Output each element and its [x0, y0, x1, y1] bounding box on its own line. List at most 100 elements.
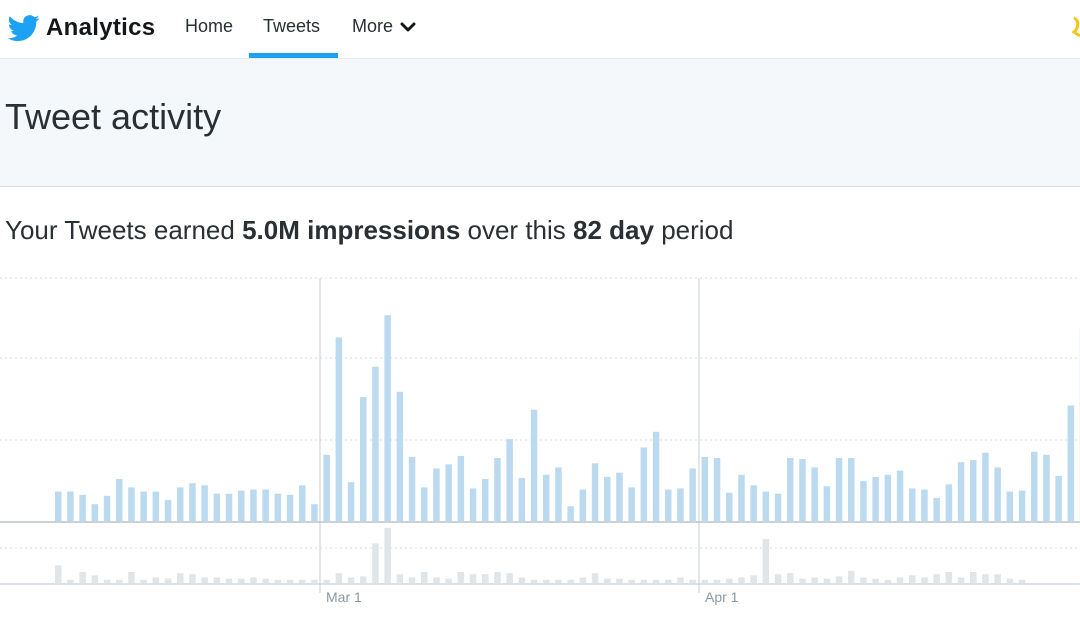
engagements-bar[interactable]	[1018, 579, 1026, 583]
engagements-bar[interactable]	[311, 579, 318, 583]
engagements-bar[interactable]	[128, 572, 135, 583]
impressions-bar[interactable]	[347, 482, 355, 522]
engagements-bar[interactable]	[55, 565, 62, 583]
impressions-bar[interactable]	[665, 489, 672, 522]
engagements-bar[interactable]	[762, 539, 770, 583]
account-icon[interactable]	[1070, 16, 1080, 38]
impressions-bar[interactable]	[116, 479, 123, 521]
engagements-bar[interactable]	[872, 578, 879, 583]
impressions-bar[interactable]	[384, 315, 391, 521]
engagements-bar[interactable]	[640, 579, 648, 583]
impressions-bar[interactable]	[652, 431, 660, 522]
engagements-bar[interactable]	[384, 528, 391, 583]
engagements-bar[interactable]	[860, 577, 867, 584]
engagements-bar[interactable]	[811, 577, 818, 584]
impressions-bar[interactable]	[701, 456, 709, 521]
engagements-bar[interactable]	[689, 579, 696, 583]
brand[interactable]: Analytics	[8, 12, 155, 44]
engagements-bar[interactable]	[848, 570, 855, 583]
engagements-bar[interactable]	[665, 579, 672, 583]
engagements-bar[interactable]	[299, 579, 306, 583]
impressions-bar[interactable]	[445, 464, 452, 521]
impressions-bar[interactable]	[238, 490, 245, 522]
engagements-bar[interactable]	[506, 573, 513, 583]
engagements-bar[interactable]	[177, 573, 184, 583]
engagements-bar[interactable]	[616, 578, 623, 583]
engagements-bar[interactable]	[787, 573, 794, 583]
impressions-bar[interactable]	[762, 491, 770, 521]
impressions-bar[interactable]	[1055, 475, 1062, 521]
impressions-bar[interactable]	[689, 468, 696, 522]
engagements-bar[interactable]	[225, 578, 233, 583]
engagements-bar[interactable]	[103, 579, 111, 583]
impressions-bar[interactable]	[957, 462, 965, 521]
engagements-bar[interactable]	[652, 579, 660, 583]
engagements-bar[interactable]	[201, 577, 208, 584]
engagements-bar[interactable]	[555, 579, 562, 583]
impressions-bar[interactable]	[787, 458, 794, 521]
impressions-bar[interactable]	[1067, 405, 1075, 522]
nav-item-more[interactable]: More	[352, 16, 416, 37]
impressions-bar[interactable]	[250, 489, 257, 522]
engagements-bar[interactable]	[982, 574, 989, 583]
engagements-bar[interactable]	[347, 577, 355, 584]
impressions-bar[interactable]	[323, 454, 330, 521]
impressions-bar[interactable]	[835, 458, 843, 521]
engagements-bar[interactable]	[591, 573, 599, 583]
impressions-bar[interactable]	[164, 500, 172, 521]
impressions-bar[interactable]	[360, 397, 367, 521]
impressions-bar[interactable]	[421, 487, 428, 521]
engagements-bar[interactable]	[726, 578, 733, 583]
engagements-bar[interactable]	[933, 574, 940, 583]
impressions-bar[interactable]	[494, 458, 501, 521]
impressions-bar[interactable]	[1043, 454, 1050, 521]
engagements-bar[interactable]	[457, 572, 465, 583]
engagements-bar[interactable]	[677, 577, 684, 584]
impressions-bar[interactable]	[823, 486, 831, 521]
engagements-bar[interactable]	[604, 578, 611, 583]
impressions-bar[interactable]	[262, 489, 269, 522]
engagements-bar[interactable]	[164, 578, 172, 583]
impressions-bar[interactable]	[91, 504, 99, 521]
impressions-bar[interactable]	[909, 488, 916, 521]
impressions-bar[interactable]	[872, 476, 879, 521]
impressions-bar[interactable]	[567, 506, 574, 521]
impressions-bar[interactable]	[506, 439, 513, 521]
engagements-bar[interactable]	[799, 578, 806, 583]
impressions-bar[interactable]	[933, 497, 940, 521]
engagements-bar[interactable]	[713, 579, 721, 583]
impressions-bar[interactable]	[225, 493, 233, 521]
engagements-bar[interactable]	[567, 579, 574, 583]
impressions-bar[interactable]	[152, 491, 160, 521]
impressions-bar[interactable]	[189, 483, 196, 521]
impressions-bar[interactable]	[299, 485, 306, 521]
engagements-bar[interactable]	[909, 575, 916, 583]
impressions-bar[interactable]	[738, 474, 745, 521]
impressions-bar[interactable]	[433, 468, 440, 522]
impressions-bar[interactable]	[1018, 490, 1026, 522]
impressions-bar[interactable]	[591, 463, 599, 522]
engagements-bar[interactable]	[250, 577, 257, 584]
engagements-bar[interactable]	[482, 574, 489, 583]
impressions-bar[interactable]	[396, 391, 404, 521]
engagements-bar[interactable]	[579, 577, 587, 584]
impressions-bar[interactable]	[896, 470, 904, 521]
engagements-bar[interactable]	[286, 579, 294, 583]
engagements-bar[interactable]	[835, 576, 843, 583]
engagements-bar[interactable]	[396, 574, 404, 583]
impressions-bar[interactable]	[713, 458, 721, 521]
engagements-bar[interactable]	[116, 579, 123, 583]
impressions-bar[interactable]	[799, 459, 806, 522]
engagements-bar[interactable]	[957, 577, 965, 584]
engagements-bar[interactable]	[884, 579, 892, 583]
engagements-bar[interactable]	[91, 575, 99, 583]
engagements-bar[interactable]	[189, 574, 196, 583]
impressions-bar[interactable]	[286, 494, 294, 522]
engagements-bar[interactable]	[701, 579, 709, 583]
engagements-bar[interactable]	[543, 579, 550, 583]
impressions-bar[interactable]	[628, 487, 635, 521]
engagements-bar[interactable]	[372, 543, 379, 583]
impressions-bar[interactable]	[726, 492, 733, 522]
impressions-bar[interactable]	[860, 481, 867, 521]
engagements-bar[interactable]	[494, 572, 501, 583]
